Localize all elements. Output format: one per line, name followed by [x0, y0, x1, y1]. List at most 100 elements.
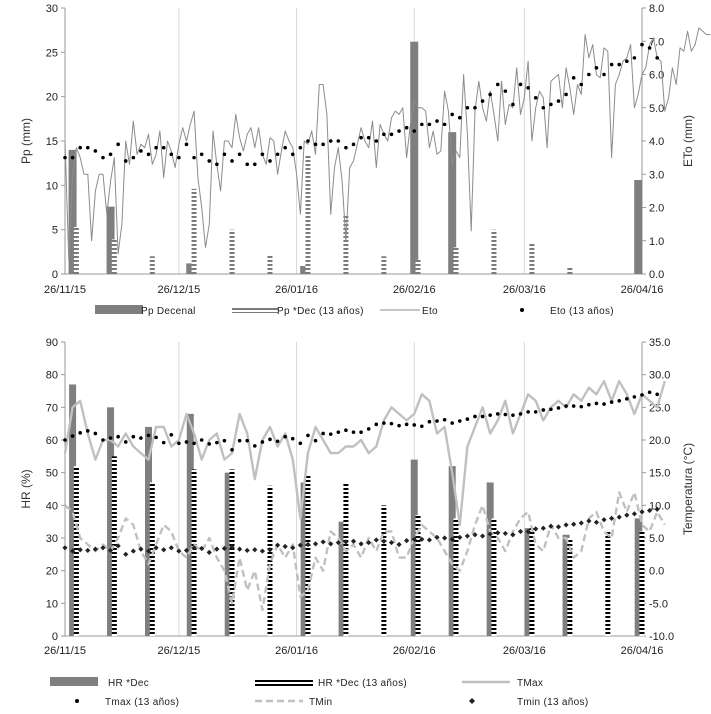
data-point	[450, 421, 454, 425]
data-point	[192, 441, 196, 446]
series-line	[63, 380, 666, 527]
bar	[300, 266, 309, 274]
legend-swatch	[520, 308, 524, 312]
data-point	[297, 542, 303, 548]
data-point	[374, 139, 379, 143]
data-point	[252, 547, 258, 553]
y-left-tick-label: 80	[46, 370, 58, 382]
data-point	[564, 92, 568, 97]
data-point	[101, 155, 105, 160]
legend-swatch	[255, 678, 313, 686]
x-tick-label: 26/12/15	[157, 645, 200, 657]
y-right-tick-label: -10.0	[649, 631, 674, 643]
y-left-axis-title: Pp (mm)	[19, 118, 33, 164]
data-point	[199, 152, 204, 157]
data-point	[274, 542, 281, 548]
data-point	[647, 46, 652, 50]
data-point	[503, 89, 508, 93]
bar	[338, 521, 346, 636]
data-point	[442, 417, 447, 422]
data-point	[602, 72, 606, 77]
data-point	[587, 402, 591, 407]
bar	[491, 518, 497, 636]
chart-humidity-temperature: 26/11/15 26/12/15 26/01/16 26/02/16 26/03/16…	[19, 337, 695, 708]
y-right-tick-label: 0.0	[649, 566, 664, 578]
data-point	[587, 72, 591, 77]
data-point	[237, 438, 242, 443]
series-tmax-13-a-os	[63, 390, 659, 452]
data-point	[305, 541, 311, 548]
x-tick-label: 26/02/16	[393, 284, 436, 296]
data-point	[306, 139, 310, 143]
bar	[410, 41, 419, 275]
data-point	[123, 159, 128, 163]
data-point	[374, 422, 379, 427]
data-point	[404, 422, 409, 427]
bar	[145, 426, 153, 636]
series-line	[64, 491, 666, 612]
legend: HR *Dec HR *Dec (13 años) TMax Tmax (13 año…	[50, 677, 588, 708]
data-point	[237, 546, 243, 552]
data-point	[107, 547, 114, 554]
series-line	[64, 27, 711, 262]
data-point	[419, 536, 425, 542]
bar	[562, 534, 570, 636]
data-point	[442, 535, 448, 541]
data-point	[313, 142, 318, 147]
data-point	[639, 509, 645, 515]
legend-label: Pp Decenal	[141, 306, 196, 317]
data-point	[388, 539, 395, 546]
data-point	[655, 392, 659, 397]
data-point	[154, 435, 158, 440]
bar	[186, 413, 194, 636]
bar	[229, 469, 235, 636]
bar	[343, 214, 349, 274]
data-point	[306, 433, 310, 438]
data-point	[625, 59, 629, 63]
data-point	[479, 533, 486, 539]
bar	[605, 531, 611, 636]
legend-swatch	[75, 699, 79, 703]
data-point	[457, 115, 462, 120]
data-point	[298, 441, 303, 446]
data-point	[412, 423, 417, 427]
data-point	[168, 545, 174, 551]
data-point	[77, 547, 83, 553]
y-right-tick-label: 5.0	[649, 103, 664, 115]
data-point	[92, 546, 98, 552]
series-tmax	[63, 380, 666, 527]
data-point	[336, 430, 341, 434]
data-point	[85, 145, 90, 150]
data-point	[555, 524, 562, 530]
data-point	[541, 105, 546, 110]
data-point	[404, 125, 409, 130]
y-right-tick-label: 6.0	[649, 70, 664, 82]
bar	[305, 475, 311, 636]
data-point	[206, 549, 212, 555]
data-point	[321, 142, 325, 147]
legend-swatch-bar	[50, 677, 98, 686]
bar	[486, 482, 494, 636]
bar	[68, 149, 77, 274]
series-hr-dec-13-a-os	[73, 456, 645, 636]
data-point	[328, 541, 334, 547]
y-right-tick-label: 4.0	[649, 136, 664, 148]
bar	[381, 256, 387, 274]
data-point	[215, 162, 219, 167]
data-point	[344, 145, 348, 150]
data-point	[108, 436, 113, 440]
x-tick-label: 26/03/16	[503, 284, 546, 296]
data-point	[161, 440, 166, 445]
x-tick-label: 26/04/16	[621, 645, 664, 657]
data-point	[123, 551, 129, 557]
data-point	[495, 412, 500, 416]
legend-label: Tmin (13 años)	[517, 697, 588, 708]
bar	[111, 239, 117, 274]
legend-swatch-dot	[75, 699, 79, 703]
data-point	[351, 142, 356, 147]
data-point	[244, 547, 250, 554]
bar	[453, 247, 459, 274]
data-point	[359, 135, 363, 140]
data-point	[647, 390, 652, 395]
data-point	[488, 413, 492, 417]
